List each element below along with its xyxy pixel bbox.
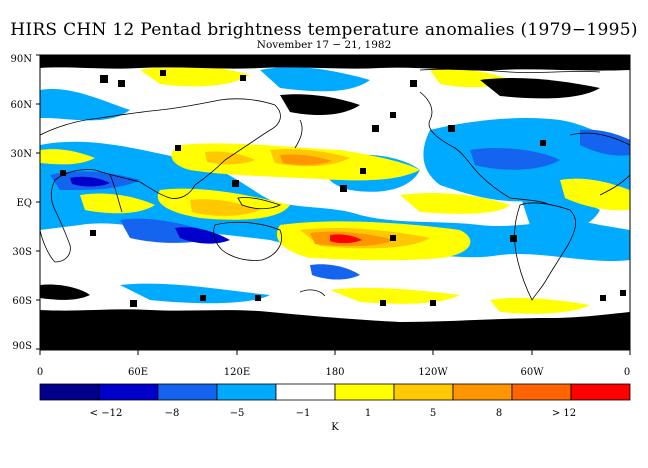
coastlines xyxy=(40,68,630,324)
extreme-warm-anomaly-region xyxy=(330,234,362,244)
colorbar-swatch xyxy=(511,383,572,401)
lat-label-60s: 60S xyxy=(12,296,32,307)
colorbar-swatch xyxy=(570,383,631,401)
map-title: HIRS CHN 12 Pentad brightness temperatur… xyxy=(10,20,638,40)
lat-label-30n: 30N xyxy=(11,149,33,160)
lat-label-90s: 90S xyxy=(12,341,32,352)
lat-label-30s: 30S xyxy=(12,247,32,258)
missing-data-regions xyxy=(40,55,630,350)
lon-label-0: 0 xyxy=(37,367,43,378)
colorbar-swatch xyxy=(216,383,277,401)
lon-label-120w: 120W xyxy=(418,367,448,378)
colorbar-swatch xyxy=(452,383,513,401)
colorbar-tick-label: 1 xyxy=(365,408,371,419)
colorbar-unit: K xyxy=(331,422,339,433)
colorbar-swatch xyxy=(334,383,395,401)
map-field xyxy=(40,55,630,350)
colorbar-swatch xyxy=(98,383,159,401)
lon-label-60w: 60W xyxy=(520,367,544,378)
colorbar-tick-label: > 12 xyxy=(552,408,576,419)
lat-label-90n: 90N xyxy=(11,54,33,65)
lat-label-eq: EQ xyxy=(17,198,33,209)
longitude-axis: 0 60E 120E 180 120W 60W 0 xyxy=(37,350,631,378)
colorbar-swatch xyxy=(157,383,218,401)
colorbar-tick-label: 5 xyxy=(430,408,436,419)
lon-label-0-east: 0 xyxy=(624,367,630,378)
map-subtitle: November 17 − 21, 1982 xyxy=(256,39,392,51)
colorbar-swatch xyxy=(275,383,336,401)
colorbar-tick-label: 8 xyxy=(496,408,502,419)
lat-label-60n: 60N xyxy=(11,100,33,111)
colorbar-swatch xyxy=(393,383,454,401)
colorbar-ticks: < −12 −8 −5 −1 1 5 8 > 12 K xyxy=(90,408,576,433)
colorbar-tick-label: −1 xyxy=(296,408,311,419)
colorbar-tick-label: −8 xyxy=(165,408,180,419)
colorbar-tick-label: −5 xyxy=(230,408,245,419)
lon-label-180: 180 xyxy=(325,367,344,378)
colorbar xyxy=(39,383,631,401)
latitude-axis: 90N 60N 30N EQ 30S 60S 90S xyxy=(11,54,40,352)
strong-cold-anomaly-regions xyxy=(70,176,230,244)
colorbar-swatch xyxy=(39,383,100,401)
lon-label-60e: 60E xyxy=(128,367,148,378)
lon-label-120e: 120E xyxy=(224,367,250,378)
colorbar-tick-label: < −12 xyxy=(90,408,123,419)
